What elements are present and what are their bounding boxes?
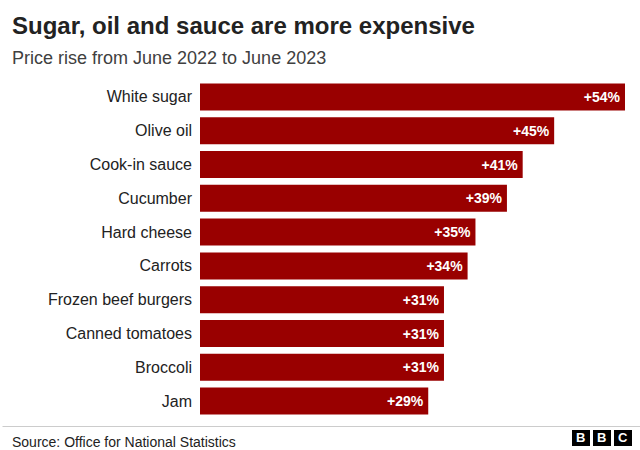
svg-text:Canned tomatoes: Canned tomatoes	[66, 325, 192, 342]
svg-text:Cucumber: Cucumber	[118, 190, 192, 207]
svg-text:+54%: +54%	[584, 89, 621, 105]
svg-text:Frozen beef burgers: Frozen beef burgers	[48, 291, 192, 308]
svg-text:+34%: +34%	[426, 258, 463, 274]
svg-text:+29%: +29%	[387, 393, 424, 409]
svg-text:Carrots: Carrots	[140, 257, 192, 274]
svg-text:White sugar: White sugar	[107, 88, 193, 105]
svg-text:Source: Office for National St: Source: Office for National Statistics	[12, 434, 236, 450]
svg-text:Sugar, oil and sauce are more: Sugar, oil and sauce are more expensive	[12, 12, 475, 39]
svg-text:Price rise from June 2022 to J: Price rise from June 2022 to June 2023	[12, 48, 326, 68]
svg-text:+41%: +41%	[481, 157, 518, 173]
svg-text:+45%: +45%	[513, 123, 550, 139]
svg-text:Broccoli: Broccoli	[135, 359, 192, 376]
svg-text:+31%: +31%	[403, 292, 440, 308]
svg-text:C: C	[618, 430, 628, 445]
svg-text:B: B	[576, 430, 585, 445]
svg-text:+31%: +31%	[403, 326, 440, 342]
svg-text:+31%: +31%	[403, 359, 440, 375]
svg-text:Jam: Jam	[162, 393, 192, 410]
svg-text:Cook-in sauce: Cook-in sauce	[90, 156, 192, 173]
svg-text:+39%: +39%	[466, 190, 503, 206]
svg-text:+35%: +35%	[434, 224, 471, 240]
svg-text:B: B	[597, 430, 606, 445]
svg-text:Olive oil: Olive oil	[135, 122, 192, 139]
svg-text:Hard cheese: Hard cheese	[101, 224, 192, 241]
